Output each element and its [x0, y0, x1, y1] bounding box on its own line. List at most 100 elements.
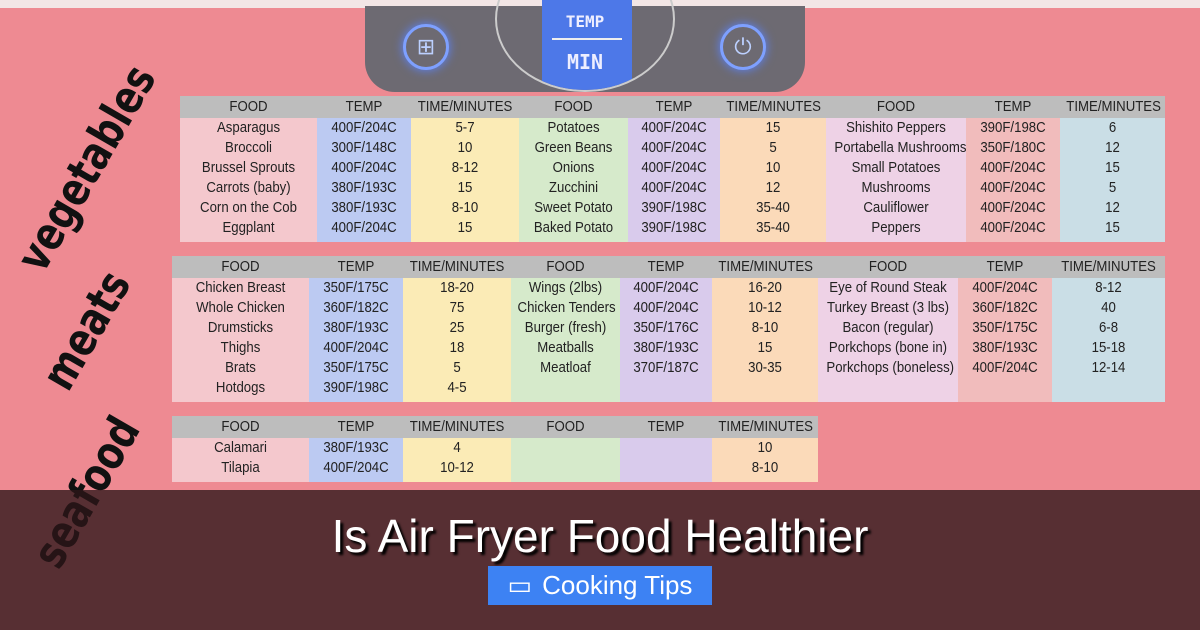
table-column: [628, 118, 720, 242]
table-cell: 8-12: [451, 159, 479, 176]
screen-bottom-text: MIN: [566, 50, 604, 74]
table-cell: 400F/204C: [323, 339, 389, 356]
table-cell: 380F/193C: [323, 439, 389, 456]
table-column: [818, 278, 958, 402]
table-cell: Hotdogs: [215, 379, 266, 396]
table-cell: 400F/204C: [331, 119, 397, 136]
table-cell: Porkchops (bone in): [828, 339, 948, 356]
table-column: [511, 438, 620, 482]
table-cell: 380F/193C: [323, 319, 389, 336]
table-cell: Corn on the Cob: [200, 199, 297, 216]
table-cell: 35-40: [756, 219, 790, 236]
table-cell: Portabella Mushrooms: [834, 139, 967, 156]
column-header: FOOD: [546, 418, 585, 435]
table-cell: 400F/204C: [980, 179, 1046, 196]
table-cell: 400F/204C: [641, 119, 707, 136]
table-cell: 10: [457, 139, 473, 156]
table-cell: 390F/198C: [980, 119, 1046, 136]
table-column: [620, 278, 712, 402]
table-cell: 350F/175C: [972, 319, 1038, 336]
folder-icon: ▭: [507, 570, 533, 600]
table-cell: 8-10: [751, 319, 779, 336]
table-cell: 5: [769, 139, 777, 156]
column-header: TIME/MINUTES: [718, 258, 813, 275]
column-header: FOOD: [868, 258, 908, 275]
table-cell: 400F/204C: [633, 299, 699, 316]
table-cell: [1059, 379, 1158, 397]
table-cell: 10-12: [748, 299, 782, 316]
column-header: TEMP: [655, 98, 693, 115]
table-cell: 400F/204C: [972, 359, 1038, 376]
table-cell: 350F/175C: [323, 359, 389, 376]
table-cell: Bacon (regular): [842, 319, 934, 336]
table-cell: 360F/182C: [323, 299, 389, 316]
table-cell: 400F/204C: [331, 219, 397, 236]
table-cell: 400F/204C: [972, 279, 1038, 296]
table-cell: 15: [1105, 159, 1120, 176]
table-cell: 8-10: [751, 459, 779, 476]
table-cell: 400F/204C: [331, 159, 397, 176]
table-cell: 12: [1105, 139, 1120, 156]
column-header: FOOD: [546, 258, 585, 275]
table-column: [712, 438, 818, 482]
table-column: [172, 438, 309, 482]
table-cell: 4: [453, 439, 461, 456]
table-cell: 400F/204C: [980, 219, 1046, 236]
table-cell: Zucchini: [548, 179, 599, 196]
column-header: TIME/MINUTES: [718, 418, 813, 435]
table-cell: Shishito Peppers: [846, 119, 946, 136]
table-cell: 5: [1108, 179, 1117, 196]
title-overlay: [0, 490, 1200, 630]
table-cell: Brats: [225, 359, 256, 376]
column-header: TIME/MINUTES: [1061, 258, 1156, 275]
table-column: [511, 278, 620, 402]
table-cell: Small Potatoes: [851, 159, 941, 176]
table-column: [620, 438, 712, 482]
table-column: [317, 118, 411, 242]
column-header: FOOD: [554, 98, 593, 115]
table-cell: 6-8: [1098, 319, 1119, 336]
table-cell: [826, 379, 949, 397]
table-cell: 400F/204C: [980, 159, 1046, 176]
table-cell: Asparagus: [216, 119, 281, 136]
table-column: [403, 278, 511, 402]
table-column: [826, 118, 966, 242]
header-row: [172, 256, 1165, 278]
table-cell: Porkchops (boneless): [826, 359, 955, 376]
table-cell: 15: [457, 219, 473, 236]
table-cell: 15: [457, 179, 473, 196]
table-cell: Whole Chicken: [196, 299, 285, 316]
table-cell: 370F/187C: [633, 359, 699, 376]
column-header: TIME/MINUTES: [1066, 98, 1161, 115]
table-cell: Meatballs: [537, 339, 594, 356]
table-cell: Turkey Breast (3 lbs): [826, 299, 950, 316]
table-cell: Carrots (baby): [206, 179, 291, 196]
table-cell: 380F/193C: [331, 179, 397, 196]
table-cell: Chicken Breast: [195, 279, 286, 296]
column-header: TIME/MINUTES: [409, 258, 505, 275]
column-header: FOOD: [221, 418, 260, 435]
table-cell: 10-12: [440, 459, 474, 476]
table-cell: Brussel Sprouts: [201, 159, 296, 176]
table-cell: Onions: [552, 159, 595, 176]
table-column: [180, 118, 317, 242]
column-header: TIME/MINUTES: [409, 418, 505, 435]
table-column: [966, 118, 1060, 242]
table-cell: 4-5: [447, 379, 467, 396]
table-cell: [518, 459, 614, 477]
table-cell: 10: [765, 159, 781, 176]
table-column: [1052, 278, 1165, 402]
table-cell: 390F/198C: [641, 199, 707, 216]
table-cell: 5: [453, 359, 461, 376]
table-cell: Tilapia: [221, 459, 260, 476]
table-cell: 18-20: [440, 279, 474, 296]
table-cell: 12: [765, 179, 781, 196]
table-cell: Eye of Round Steak: [829, 279, 947, 296]
category-badge[interactable]: ▭ Cooking Tips: [488, 566, 712, 605]
table-cell: Wings (2lbs): [528, 279, 603, 296]
table-cell: [626, 459, 707, 477]
column-header: TEMP: [647, 418, 685, 435]
table-column: [519, 118, 628, 242]
table-cell: 12-14: [1091, 359, 1126, 376]
menu-grid-icon: ⊞: [403, 24, 449, 70]
